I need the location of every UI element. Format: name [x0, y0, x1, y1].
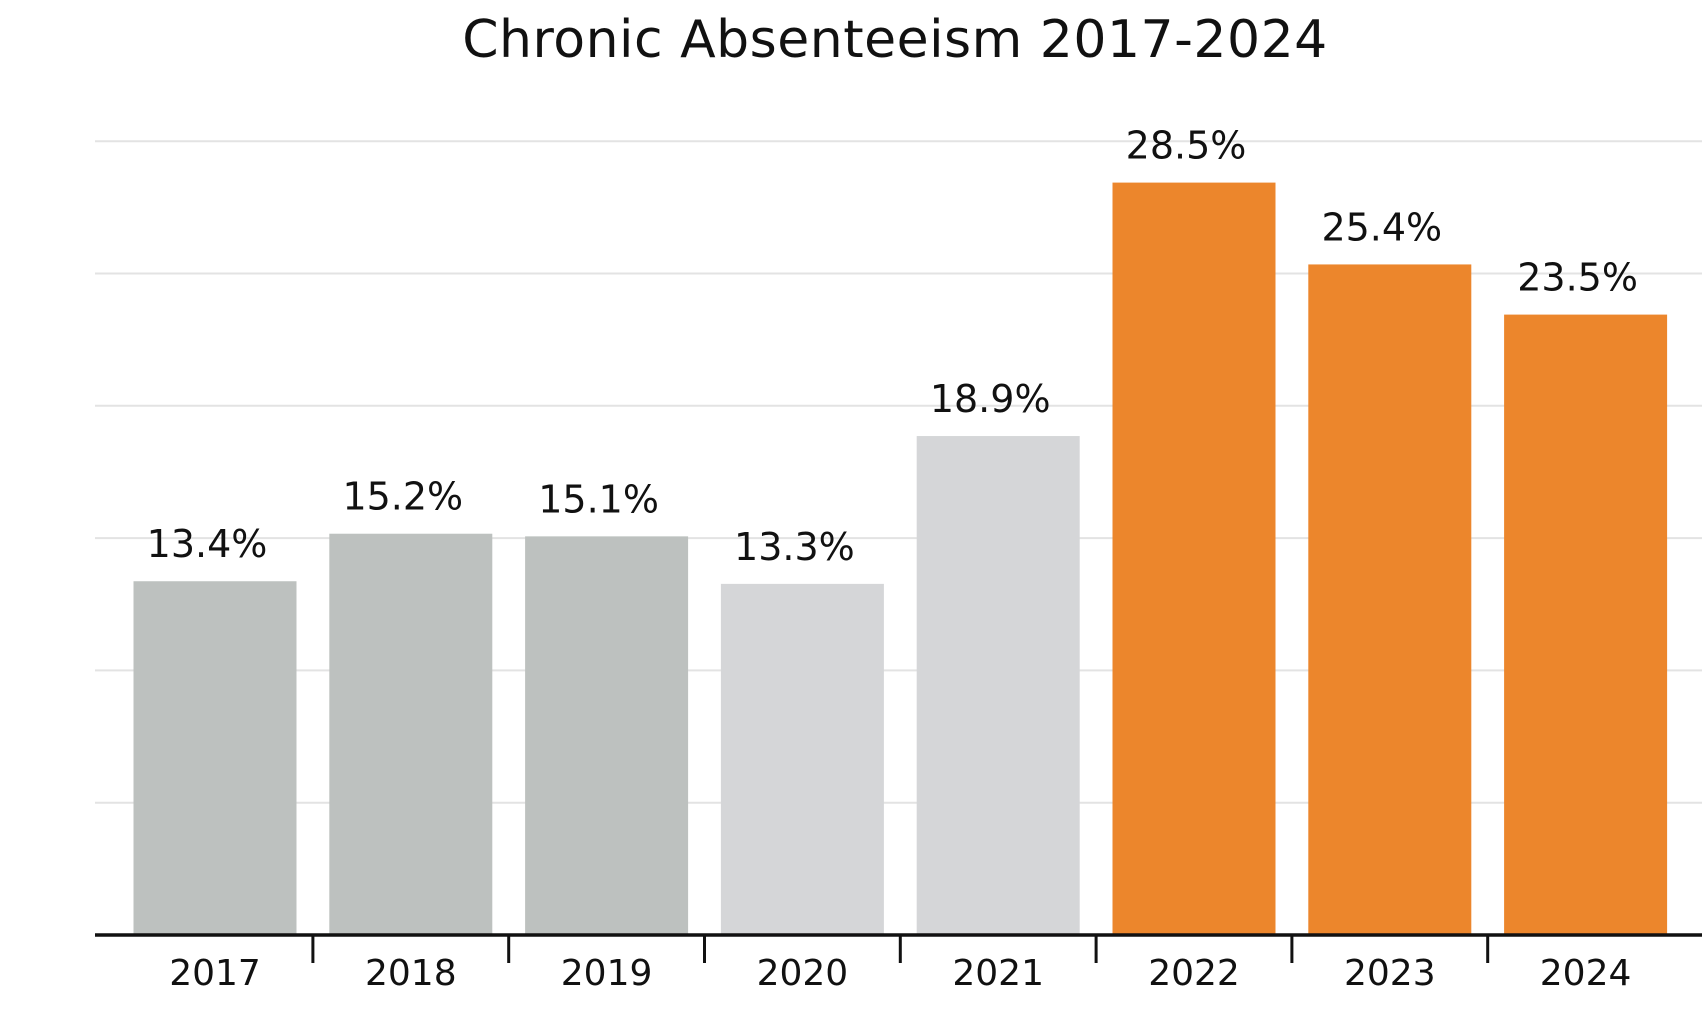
bar-2023	[1308, 264, 1472, 935]
tick-label-2019: 2019	[561, 953, 653, 994]
tick-label-2017: 2017	[169, 953, 261, 994]
data-label-2017: 13.4%	[147, 522, 268, 566]
tick-label-2023: 2023	[1344, 953, 1436, 994]
bar-2017	[133, 581, 297, 935]
data-label-2019: 15.1%	[538, 477, 659, 521]
bar-2018	[329, 533, 493, 935]
tick-label-2022: 2022	[1148, 953, 1240, 994]
data-label-2023: 25.4%	[1321, 205, 1442, 249]
data-label-2018: 15.2%	[342, 475, 463, 519]
x-axis: 2017 2018 2019 2020 2021 2022 2023 2024	[95, 933, 1702, 994]
bars	[133, 182, 1668, 936]
bar-2024	[1504, 314, 1668, 936]
tick-label-2024: 2024	[1540, 953, 1632, 994]
bar-2019	[525, 536, 689, 935]
tick-label-2021: 2021	[952, 953, 1044, 994]
data-label-2022: 28.5%	[1126, 124, 1247, 168]
tick-label-2018: 2018	[365, 953, 457, 994]
data-label-2020: 13.3%	[734, 525, 855, 569]
bar-2022	[1112, 182, 1276, 936]
chart-title: Chronic Absenteeism 2017-2024	[462, 10, 1328, 70]
data-labels: 13.4% 15.2% 15.1% 13.3% 18.9% 28.5% 25.4% 23.5%	[147, 124, 1638, 569]
data-label-2021: 18.9%	[930, 377, 1051, 421]
tick-label-2020: 2020	[757, 953, 849, 994]
bar-2020	[720, 583, 884, 935]
bar-2021	[916, 436, 1080, 935]
data-label-2024: 23.5%	[1517, 256, 1638, 300]
